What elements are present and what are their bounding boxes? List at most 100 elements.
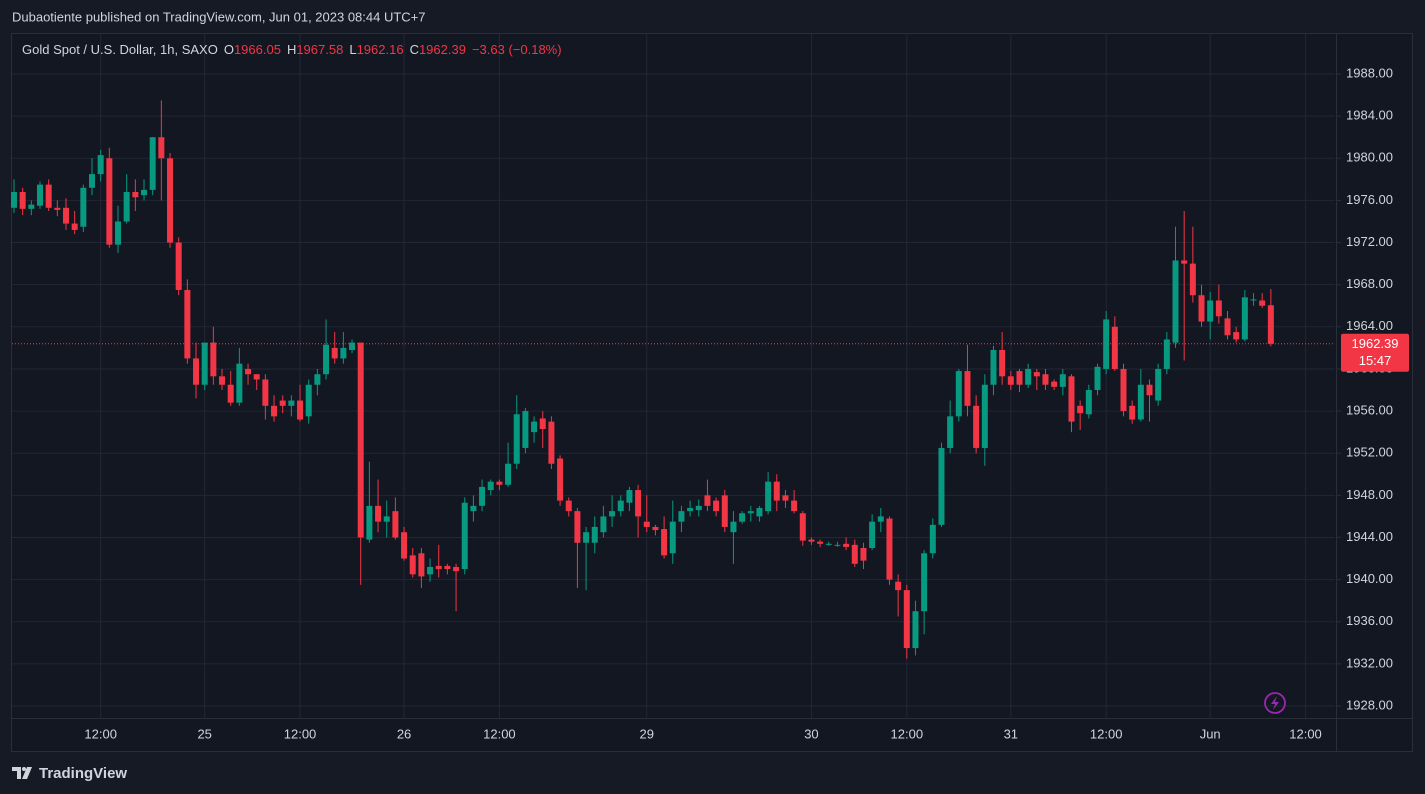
candle [730, 511, 737, 564]
candle-body [505, 463, 512, 485]
y-tick-label: 1948.00 [1346, 487, 1393, 502]
candle-body [548, 421, 555, 464]
candle-body [877, 516, 884, 522]
y-tick-label: 1956.00 [1346, 403, 1393, 418]
candle-body [297, 400, 304, 420]
candle-body [687, 507, 694, 512]
candle-body [305, 384, 312, 417]
candle-body [1181, 260, 1188, 264]
candle-body [886, 518, 893, 580]
candle [427, 558, 434, 582]
candle [1172, 226, 1179, 348]
x-tick-label: 12:00 [483, 726, 516, 741]
candle-body [600, 516, 607, 533]
candle [799, 511, 806, 546]
candle [565, 497, 572, 517]
candle [1215, 284, 1222, 324]
candle-body [1172, 260, 1179, 343]
candle-body [97, 155, 104, 175]
candle [36, 181, 43, 209]
candle [877, 507, 884, 533]
y-tick-label: 1952.00 [1346, 445, 1393, 460]
candle [505, 442, 512, 487]
candle [1016, 368, 1023, 393]
candle-body [1241, 297, 1248, 340]
candle-body [340, 347, 347, 359]
candle-body [149, 137, 156, 190]
candle-body [262, 379, 269, 406]
x-tick-label: 12:00 [84, 726, 117, 741]
candle [808, 537, 815, 545]
y-tick-label: 1936.00 [1346, 613, 1393, 628]
candle [739, 511, 746, 524]
candle [929, 518, 936, 559]
candle [1267, 289, 1274, 347]
candle [340, 332, 347, 364]
y-tick-label: 1940.00 [1346, 571, 1393, 586]
y-tick-label: 1964.00 [1346, 318, 1393, 333]
candle [444, 563, 451, 575]
candle-body [487, 481, 494, 491]
candle-body [1267, 305, 1274, 344]
candle-body [895, 581, 902, 591]
candle [678, 505, 685, 533]
candle-body [392, 511, 399, 538]
low-value: 1962.16 [357, 42, 404, 57]
candle-body [349, 342, 356, 350]
y-tick-label: 1972.00 [1346, 234, 1393, 249]
candle-body [574, 511, 581, 543]
logo-dot [22, 767, 26, 771]
candle-body [201, 342, 208, 385]
candle-body [158, 137, 165, 159]
candle-body [453, 566, 460, 572]
candle [600, 505, 607, 538]
candle [219, 368, 226, 391]
candle [513, 395, 520, 470]
candle-body [990, 349, 997, 385]
x-tick-label: 12:00 [1289, 726, 1322, 741]
candle [279, 395, 286, 414]
candle [964, 344, 971, 417]
candle [297, 384, 304, 422]
candle-body [132, 191, 139, 198]
candle [1120, 363, 1127, 417]
candle-body [1094, 366, 1101, 391]
candle-body [10, 191, 17, 208]
candle-body [513, 414, 520, 464]
candle [999, 332, 1006, 385]
candle [10, 179, 17, 214]
candle [1025, 363, 1032, 388]
candle-body [635, 490, 642, 517]
x-tick-label: 29 [640, 726, 654, 741]
candle-body [1051, 381, 1058, 387]
candle [193, 342, 200, 399]
candle-body [791, 500, 798, 512]
candle [175, 237, 182, 296]
candle [990, 345, 997, 396]
candle-body [271, 405, 278, 417]
logo-slash [22, 767, 32, 779]
candle-body [1137, 384, 1144, 420]
candle-body [36, 184, 43, 206]
lightning-icon[interactable] [1264, 692, 1286, 714]
candle-body [141, 189, 148, 196]
candle-body [869, 521, 876, 549]
candle [262, 374, 269, 420]
candle-body [1250, 299, 1257, 301]
candle [548, 416, 555, 470]
candle [1241, 289, 1248, 342]
logo-mark [12, 767, 21, 779]
candle-body [115, 221, 122, 245]
candle [895, 574, 902, 617]
candle-body [713, 500, 720, 512]
candle [713, 497, 720, 517]
candle-body [1033, 372, 1040, 377]
x-tick-label: 12:00 [891, 726, 924, 741]
candle-body [921, 553, 928, 612]
candle [97, 149, 104, 182]
x-tick-label: Jun [1200, 726, 1221, 741]
candle-body [470, 505, 477, 512]
candle-body [435, 565, 442, 570]
candle [453, 563, 460, 612]
candles [10, 100, 1274, 659]
